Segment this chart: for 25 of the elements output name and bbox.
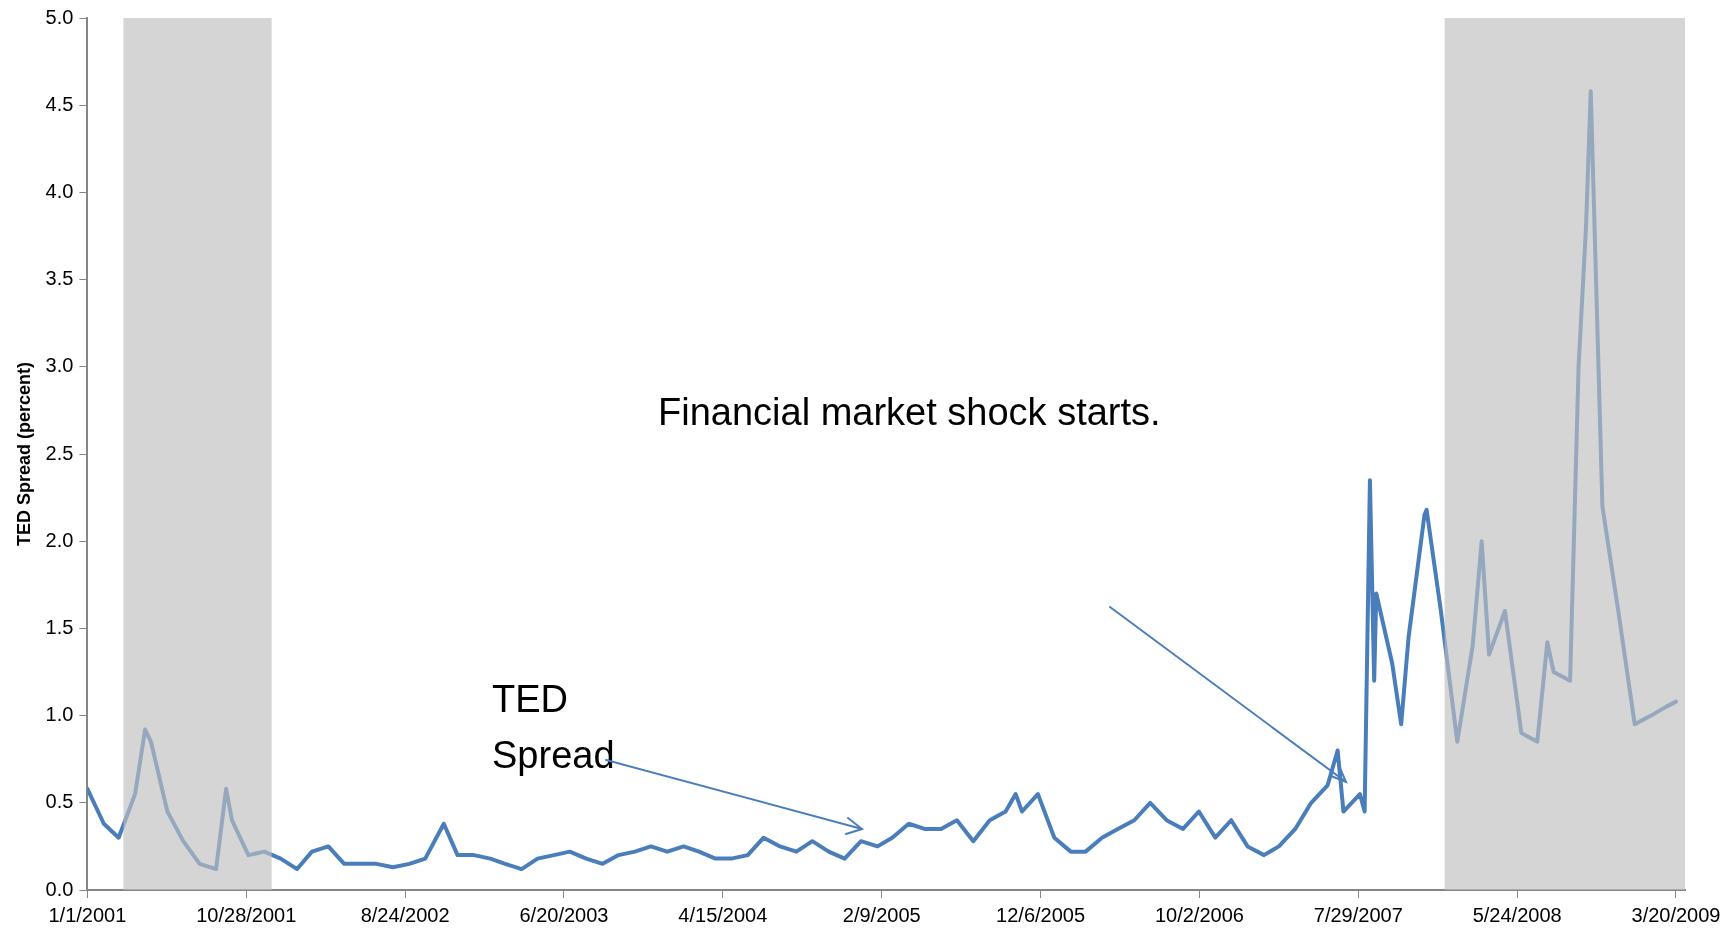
y-tick-label: 1.5 xyxy=(45,615,74,638)
y-tick-label: 2.0 xyxy=(45,528,74,551)
x-tick-label: 7/29/2007 xyxy=(1313,903,1403,926)
y-tick-label: 5.0 xyxy=(45,5,74,28)
x-tick-label: 12/6/2005 xyxy=(996,903,1086,926)
y-tick-label: 0.5 xyxy=(45,790,74,813)
y-tick-label: 0.0 xyxy=(45,877,74,900)
y-tick-label: 3.0 xyxy=(45,354,74,377)
x-tick-label: 3/20/2009 xyxy=(1631,903,1721,926)
x-tick-label: 10/28/2001 xyxy=(196,903,297,926)
x-tick-label: 6/20/2003 xyxy=(519,903,609,926)
y-tick-label: 3.5 xyxy=(45,267,74,290)
x-tick-label: 10/2/2006 xyxy=(1154,903,1244,926)
x-tick-label: 5/24/2008 xyxy=(1472,903,1562,926)
y-tick-label: 2.5 xyxy=(45,441,74,464)
y-tick-label: 4.0 xyxy=(45,179,74,202)
y-tick-label: 4.5 xyxy=(45,92,74,115)
x-tick-label: 1/1/2001 xyxy=(48,903,127,926)
y-tick-label: 1.0 xyxy=(45,703,74,726)
x-tick-label: 8/24/2002 xyxy=(360,903,450,926)
x-tick-label: 4/15/2004 xyxy=(678,903,768,926)
annotation: Financial market shock starts. xyxy=(658,391,1161,434)
x-tick-label: 2/9/2005 xyxy=(842,903,921,926)
y-axis-title: TED Spread (percent) xyxy=(13,361,34,547)
annotation: TED Spread xyxy=(492,678,615,777)
